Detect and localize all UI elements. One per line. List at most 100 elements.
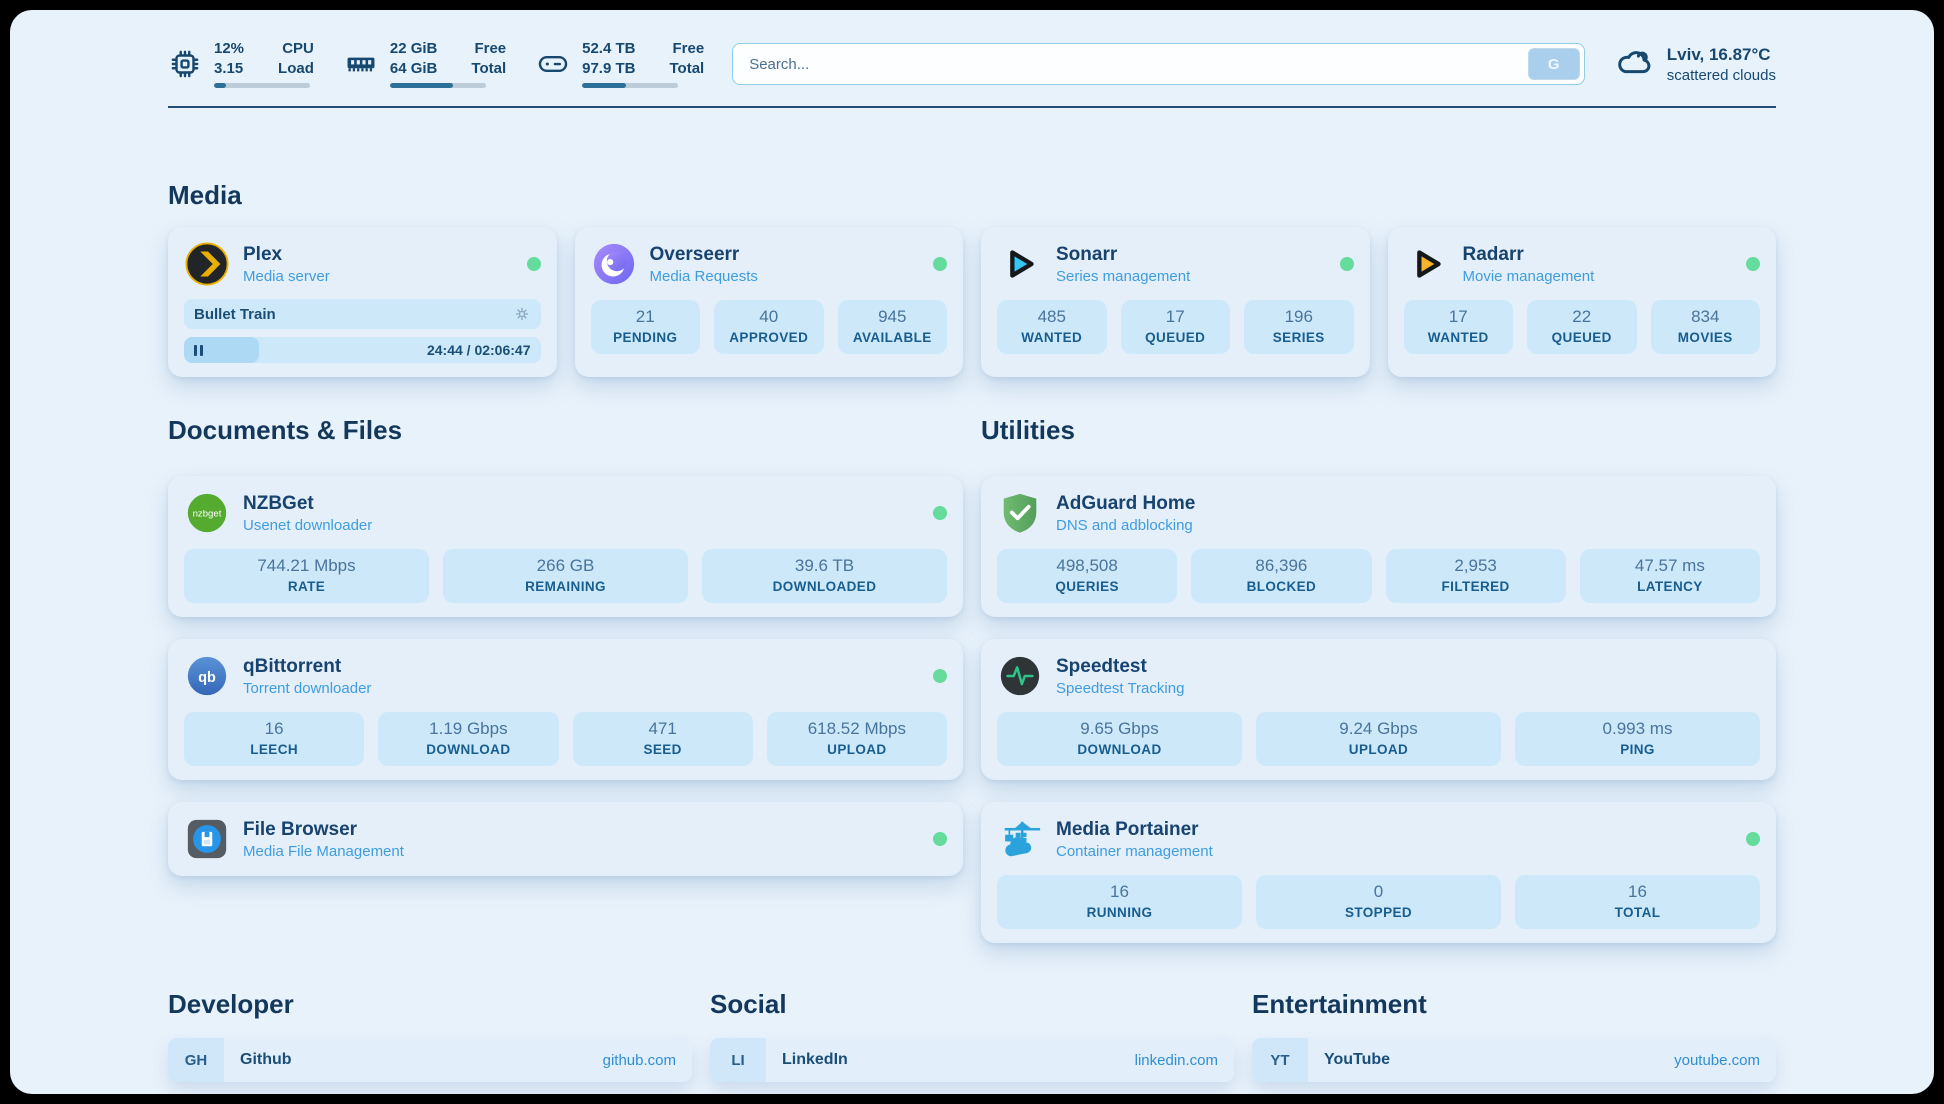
search-box: G — [732, 43, 1585, 85]
app-description: DNS and adblocking — [1056, 516, 1193, 534]
app-card-adguard[interactable]: AdGuard Home DNS and adblocking 498,508 … — [981, 476, 1776, 617]
bookmarks-developer: Developer GH Github github.com SO StackO… — [168, 989, 692, 1094]
stat-label: SEED — [643, 742, 682, 757]
stat-label: TOTAL — [1614, 905, 1661, 920]
stat-value: 86,396 — [1255, 556, 1308, 575]
app-card-filebrowser[interactable]: File Browser Media File Management — [168, 802, 963, 876]
stat-label: WANTED — [1427, 330, 1489, 345]
stat-value: 39.6 TB — [794, 556, 855, 575]
app-name: Media Portainer — [1056, 818, 1199, 840]
stat-box: 2,953 FILTERED — [1385, 549, 1566, 603]
bookmark-youtube[interactable]: YT YouTube youtube.com — [1252, 1038, 1776, 1082]
disk-progress-fill — [582, 82, 627, 88]
app-card-radarr[interactable]: Radarr Movie management 17 WANTED 22 QUE… — [1387, 227, 1776, 377]
stat-box: 0 STOPPED — [1256, 875, 1501, 929]
app-description: Media server — [243, 267, 330, 285]
status-online-dot — [1339, 257, 1354, 271]
stat-box: 16 RUNNING — [997, 875, 1242, 929]
app-card-qbittorrent[interactable]: qb qBittorrent Torrent downloader 16 LEE… — [168, 639, 963, 780]
stat-box: 47.57 ms LATENCY — [1579, 549, 1760, 603]
stat-value: 0 — [1373, 882, 1384, 901]
stat-label: SERIES — [1272, 330, 1325, 345]
stat-box: 471 SEED — [572, 712, 753, 766]
app-card-plex[interactable]: Plex Media server Bullet Train — [168, 227, 557, 377]
stat-label: DOWNLOAD — [1077, 742, 1162, 757]
bookmarks-section: Developer GH Github github.com SO StackO… — [168, 989, 1776, 1094]
now-playing-title: Bullet Train — [194, 305, 276, 323]
app-name: Radarr — [1462, 243, 1524, 265]
stat-box: 485 WANTED — [997, 300, 1107, 354]
app-card-sonarr[interactable]: Sonarr Series management 485 WANTED 17 Q… — [981, 227, 1370, 377]
stat-box: 1.19 Gbps DOWNLOAD — [378, 712, 559, 766]
app-card-portainer[interactable]: Media Portainer Container management 16 … — [981, 802, 1776, 943]
bookmark-name: YouTube — [1324, 1051, 1391, 1068]
stat-value: 16 — [1110, 882, 1129, 901]
stat-label: RUNNING — [1086, 905, 1153, 920]
stat-value: 9.65 Gbps — [1080, 719, 1159, 738]
cpu-progress-fill — [214, 82, 226, 88]
section-title-developer: Developer — [168, 989, 294, 1019]
header-divider — [168, 106, 1776, 108]
app-description: Speedtest Tracking — [1056, 679, 1185, 697]
stat-label: RATE — [287, 579, 326, 594]
cpu-load-value: 3.15 — [214, 60, 244, 77]
app-description: Usenet downloader — [243, 516, 373, 534]
stat-label: QUEUED — [1551, 330, 1612, 345]
stat-box: 266 GB REMAINING — [443, 549, 688, 603]
pause-icon — [194, 344, 203, 356]
filebrowser-icon — [184, 816, 230, 862]
section-title-entertainment: Entertainment — [1252, 989, 1427, 1019]
section-title-utilities: Utilities — [981, 415, 1075, 445]
player-settings-gear-icon[interactable] — [513, 305, 531, 323]
status-online-dot — [933, 257, 947, 271]
playback-progress-bar[interactable]: 24:44 / 02:06:47 — [184, 337, 541, 363]
app-description: Torrent downloader — [243, 679, 372, 697]
stat-value: 17 — [1165, 307, 1185, 326]
media-grid: Plex Media server Bullet Train — [168, 227, 1776, 377]
stat-value: 1.19 Gbps — [429, 719, 508, 738]
cpu-widget: 12% 3.15 CPU Load — [168, 40, 314, 88]
bookmark-url: linkedin.com — [1134, 1051, 1218, 1069]
plex-now-playing: Bullet Train 24:44 / 02:06:47 — [184, 299, 541, 363]
bookmark-linkedin[interactable]: LI LinkedIn linkedin.com — [710, 1038, 1234, 1082]
plex-icon — [184, 241, 230, 287]
memory-label-top: Free — [474, 40, 507, 58]
search-input[interactable] — [732, 43, 1585, 85]
stat-box: 17 WANTED — [1403, 300, 1513, 354]
status-online-dot — [1746, 257, 1760, 271]
app-card-overseerr[interactable]: Overseerr Media Requests 21 PENDING 40 A… — [574, 227, 963, 377]
bookmark-url: github.com — [602, 1051, 676, 1069]
stat-value: 9.24 Gbps — [1339, 719, 1418, 738]
stat-label: FILTERED — [1441, 579, 1510, 594]
stat-box: 22 QUEUED — [1527, 300, 1637, 354]
stat-value: 17 — [1448, 307, 1468, 326]
section-title-social: Social — [710, 989, 787, 1019]
app-description: Container management — [1056, 842, 1213, 860]
status-online-dot — [526, 257, 541, 271]
app-name: File Browser — [243, 818, 358, 840]
memory-progress-fill — [389, 82, 454, 88]
stat-label: UPLOAD — [827, 742, 887, 757]
stat-value: 498,508 — [1056, 556, 1118, 575]
app-name: Overseerr — [649, 243, 740, 265]
overseerr-icon — [591, 241, 637, 287]
stat-value: 22 — [1572, 307, 1592, 326]
stat-value: 744.21 Mbps — [257, 556, 356, 575]
disk-progress-track — [582, 82, 679, 88]
stat-label: DOWNLOAD — [426, 742, 511, 757]
search-engine-button[interactable]: G — [1527, 48, 1580, 80]
app-card-nzbget[interactable]: nzbget NZBGet Usenet downloader 744.21 M… — [168, 476, 963, 617]
app-description: Series management — [1056, 267, 1191, 285]
stat-box: 196 SERIES — [1244, 300, 1354, 354]
stat-box: 945 AVAILABLE — [837, 300, 947, 354]
bookmarks-social: Social LI LinkedIn linkedin.com TW Twitt… — [710, 989, 1234, 1094]
top-bar: 12% 3.15 CPU Load — [168, 36, 1776, 92]
two-column-section: Documents & Files nzbget NZBGet Usenet d — [168, 415, 1776, 943]
stat-label: PING — [1620, 742, 1655, 757]
bookmarks-entertainment: Entertainment YT YouTube youtube.com NF … — [1252, 989, 1776, 1094]
bookmark-github[interactable]: GH Github github.com — [168, 1038, 692, 1082]
app-card-speedtest[interactable]: Speedtest Speedtest Tracking 9.65 Gbps D… — [981, 639, 1776, 780]
stat-label: DOWNLOADED — [772, 579, 877, 594]
memory-widget: 22 GiB 64 GiB Free Total — [344, 40, 506, 88]
stat-value: 196 — [1284, 307, 1313, 326]
